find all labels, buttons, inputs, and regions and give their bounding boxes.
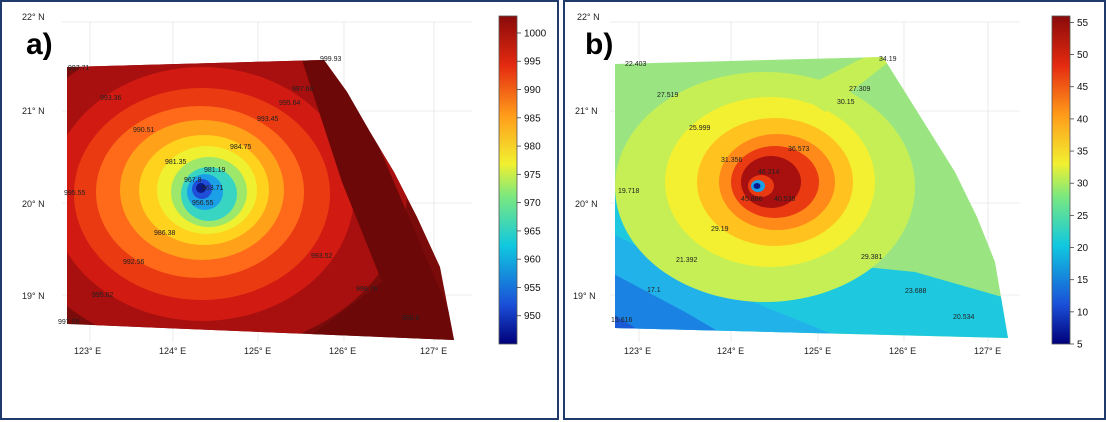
contour-label: 997.71 [68,65,90,72]
lat-tick: 20° N [575,199,598,209]
lon-tick: 123° E [624,346,651,356]
lon-tick: 127° E [974,346,1001,356]
colorbar-tick-label: 15 [1077,275,1089,286]
contour-label: 997.05 [58,319,80,326]
contour-label: 967.8 [184,177,202,184]
lon-tick: 126° E [329,346,356,356]
colorbar-tick-label: 950 [524,311,541,322]
contour-label: 997.68 [292,86,314,93]
colorbar-tick-label: 5 [1077,340,1083,351]
lat-tick: 21° N [575,106,598,116]
contour-label: 998.76 [356,286,378,293]
contour-label: 995.64 [279,100,301,107]
colorbar-tick-label: 975 [524,170,541,181]
lon-tick: 125° E [804,346,831,356]
contour-label: 986.38 [154,230,176,237]
colorbar-tick-label: 970 [524,198,541,209]
colorbar-tick-label: 45 [1077,82,1089,93]
contour-label: 993.52 [311,253,333,260]
contour-label: 995.55 [64,190,86,197]
contour-label: 36.573 [788,146,810,153]
contour-label: 29.381 [861,254,883,261]
lat-ticks: 22° N 21° N 20° N 19° N [573,12,600,301]
lon-tick: 124° E [717,346,744,356]
lat-tick: 19° N [22,291,45,301]
colorbar-ramp [498,15,518,345]
colorbar: 5 10 15 20 25 30 35 40 45 50 55 [1051,15,1089,351]
lon-tick: 126° E [889,346,916,356]
colorbar-tick-label: 10 [1077,307,1089,318]
contour-labels: 997.71 999.93 993.36 997.68 995.64 993.4… [58,56,420,326]
lat-tick: 21° N [22,106,45,116]
colorbar-tick-label: 50 [1077,50,1089,61]
contour-label: 984.75 [230,144,252,151]
contour-label: 34.19 [879,56,897,63]
colorbar-tick-label: 995 [524,57,541,68]
contour-label: 999.6 [402,315,420,322]
lon-tick: 124° E [159,346,186,356]
contour-label: 30.15 [837,99,855,106]
panel-a-pressure-map: 997.71 999.93 993.36 997.68 995.64 993.4… [0,0,559,420]
contour-label: 40.538 [774,196,796,203]
contour-label: 29.19 [711,226,729,233]
contour-label: 981.19 [204,167,226,174]
colorbar-tick-label: 955 [524,283,541,294]
colorbar-tick-label: 990 [524,85,541,96]
colorbar-tick-label: 965 [524,226,541,237]
lat-tick: 19° N [573,291,596,301]
contour-label: 45.886 [741,196,763,203]
contour-label: 21.392 [676,257,698,264]
contour-label: 22.403 [625,61,647,68]
colorbar-tick-label: 35 [1077,147,1089,158]
colorbar-tick-label: 960 [524,255,541,266]
contour-label: 27.309 [849,86,871,93]
panel-label: a) [26,28,53,61]
colorbar-ramp [1051,15,1071,345]
colorbar-tick-label: 20 [1077,243,1089,254]
contour-label: 27.519 [657,92,679,99]
wind-field [615,57,1008,338]
panel-label: b) [585,28,613,61]
colorbar-tick-label: 25 [1077,211,1089,222]
contour-label: 993.36 [100,95,122,102]
lon-tick: 123° E [74,346,101,356]
colorbar-tick-label: 980 [524,142,541,153]
lon-tick: 127° E [420,346,447,356]
contour-label: 990.51 [133,127,155,134]
map-a-svg: 997.71 999.93 993.36 997.68 995.64 993.4… [22,12,547,356]
lat-ticks: 22° N 21° N 20° N 19° N [22,12,45,301]
contour-label: 20.534 [953,314,975,321]
contour-label: 15.616 [611,317,633,324]
map-b-svg: 22.403 34.19 27.519 27.309 30.15 25.999 … [573,12,1089,356]
contour-label: 963.71 [202,185,224,192]
lat-tick: 22° N [22,12,45,22]
colorbar-tick-label: 985 [524,113,541,124]
colorbar-ticks: 950 955 960 965 970 975 980 985 990 995 1000 [517,28,547,322]
colorbar-tick-label: 55 [1077,18,1089,29]
colorbar-tick-label: 40 [1077,114,1089,125]
contour-label: 23.688 [905,288,927,295]
contour-label: 981.35 [165,159,187,166]
contour-label: 995.62 [92,292,114,299]
colorbar-tick-label: 1000 [524,28,547,39]
colorbar: 950 955 960 965 970 975 980 985 990 995 1000 [498,15,547,345]
contour-label: 956.55 [192,200,214,207]
panel-b-wind-map: 22.403 34.19 27.519 27.309 30.15 25.999 … [563,0,1106,420]
contour-labels: 22.403 34.19 27.519 27.309 30.15 25.999 … [611,56,975,324]
contour-label: 992.56 [123,259,145,266]
contour-label: 993.45 [257,116,279,123]
colorbar-tick-label: 30 [1077,179,1089,190]
lon-ticks: 123° E 124° E 125° E 126° E 127° E [624,346,1001,356]
contour-label: 25.999 [689,125,711,132]
contour-label: 19.718 [618,188,640,195]
colorbar-ticks: 5 10 15 20 25 30 35 40 45 50 55 [1070,18,1089,351]
lon-ticks: 123° E 124° E 125° E 126° E 127° E [74,346,447,356]
lat-tick: 20° N [22,199,45,209]
lat-tick: 22° N [577,12,600,22]
contour-label: 999.93 [320,56,342,63]
contour-label: 17.1 [647,287,661,294]
contour-label: 46.214 [758,169,780,176]
contour-label: 31.356 [721,157,743,164]
lon-tick: 125° E [244,346,271,356]
